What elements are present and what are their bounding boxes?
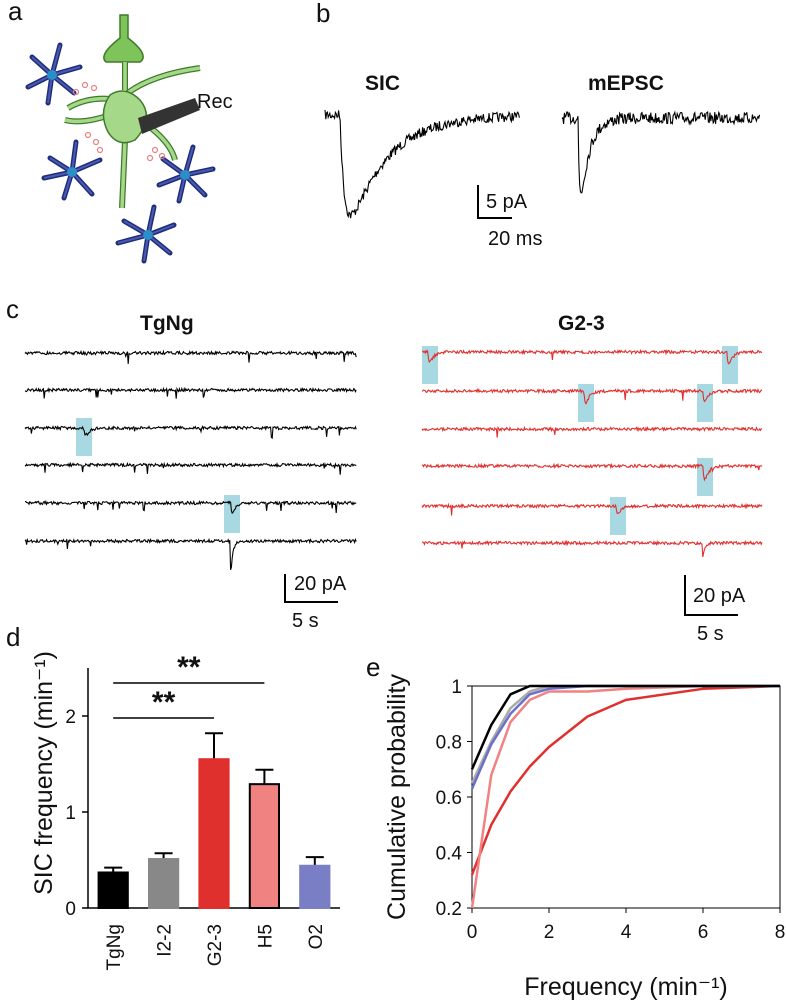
panel-label: d bbox=[6, 622, 20, 652]
event-highlight bbox=[610, 497, 626, 535]
scale-bar bbox=[284, 574, 338, 603]
x-tick-label: 0 bbox=[467, 922, 478, 943]
event-highlight bbox=[76, 418, 92, 456]
trace-title: SIC bbox=[365, 72, 400, 95]
current-trace bbox=[24, 537, 357, 570]
y-tick-label: 1 bbox=[451, 677, 462, 698]
trace-title: G2-3 bbox=[558, 312, 605, 335]
trace-title: mEPSC bbox=[588, 72, 664, 95]
x-axis-label: Frequency (min⁻¹) bbox=[524, 973, 728, 1001]
trace-title: TgNg bbox=[140, 312, 194, 335]
panel-label: b bbox=[316, 0, 330, 28]
event-highlight bbox=[697, 384, 713, 422]
y-tick-label: 0.6 bbox=[436, 788, 462, 809]
bar bbox=[248, 783, 281, 909]
y-tick-label: 1 bbox=[65, 803, 76, 824]
y-tick-label: 2 bbox=[65, 707, 76, 728]
current-trace bbox=[421, 502, 763, 516]
y-axis-label: SIC frequency (min⁻¹) bbox=[30, 651, 58, 895]
electrode-label: Rec bbox=[197, 91, 233, 113]
current-trace bbox=[324, 109, 520, 219]
x-tick-label: G2-3 bbox=[205, 924, 226, 966]
traces bbox=[24, 109, 763, 570]
current-trace bbox=[24, 349, 357, 364]
x-tick-label: 2 bbox=[544, 922, 555, 943]
cdf-line bbox=[470, 684, 780, 909]
x-tick-label: O2 bbox=[306, 924, 327, 949]
scale-label: 20 ms bbox=[488, 228, 542, 250]
bar bbox=[198, 758, 230, 910]
current-trace bbox=[24, 424, 357, 440]
y-axis-label: Cumulative probability bbox=[383, 674, 411, 920]
panel-label: c bbox=[6, 294, 19, 324]
current-trace bbox=[25, 499, 357, 515]
current-trace bbox=[24, 461, 357, 475]
panel-label: a bbox=[8, 0, 23, 26]
y-tick-label: 0.2 bbox=[436, 899, 462, 920]
event-highlight bbox=[722, 346, 738, 384]
x-tick-label: 8 bbox=[775, 922, 786, 943]
cell-illustration bbox=[25, 14, 216, 264]
y-tick-label: 0 bbox=[65, 899, 76, 920]
significance-label: ** bbox=[177, 651, 201, 684]
x-tick-label: I2-2 bbox=[155, 924, 176, 957]
significance-label: ** bbox=[152, 686, 176, 719]
x-tick-label: TgNg bbox=[104, 924, 125, 970]
scale-bar bbox=[684, 575, 738, 616]
scale-bar bbox=[477, 185, 512, 219]
current-trace bbox=[24, 386, 357, 399]
cdf-line bbox=[470, 684, 781, 876]
current-trace bbox=[561, 110, 761, 194]
bar bbox=[147, 858, 180, 909]
scale-label: 5 pA bbox=[486, 191, 528, 213]
current-trace bbox=[422, 348, 763, 365]
y-tick-label: 0.8 bbox=[436, 733, 462, 754]
current-trace bbox=[421, 387, 763, 405]
plot-frame bbox=[471, 685, 781, 909]
scale-label: 5 s bbox=[697, 623, 724, 645]
scale-label: 5 s bbox=[292, 610, 319, 632]
x-tick-label: H5 bbox=[255, 924, 276, 948]
y-tick-label: 0.4 bbox=[436, 844, 463, 865]
cdf-line bbox=[470, 684, 780, 770]
bar bbox=[299, 864, 331, 910]
current-trace bbox=[421, 462, 763, 482]
bar bbox=[97, 871, 129, 909]
event-highlight bbox=[697, 458, 713, 496]
x-tick-label: 6 bbox=[698, 922, 709, 943]
current-trace bbox=[421, 539, 763, 558]
x-tick-label: 4 bbox=[621, 922, 632, 943]
current-trace bbox=[421, 425, 763, 438]
scale-label: 20 pA bbox=[294, 573, 347, 595]
panel-label: e bbox=[366, 652, 380, 682]
scale-label: 20 pA bbox=[693, 585, 746, 607]
